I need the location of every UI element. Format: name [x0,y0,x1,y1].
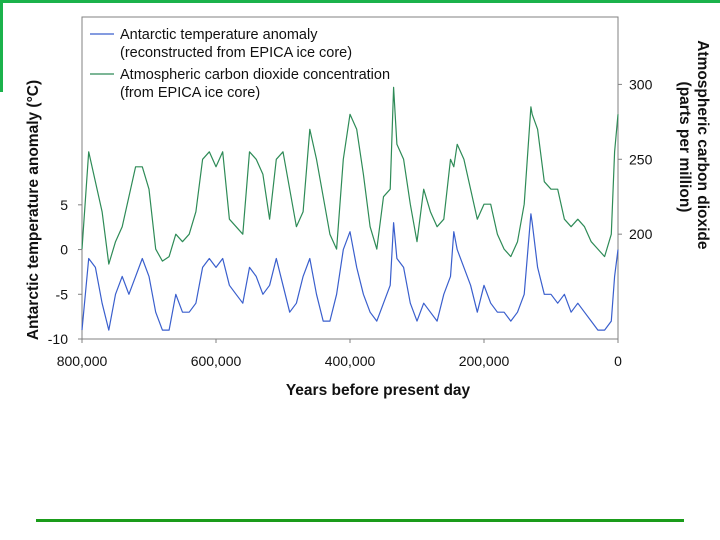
x-axis-ticks: 800,000 600,000 400,000 200,000 0 [57,339,622,369]
right-tick-label: 250 [629,151,653,167]
slide-top-accent-rule [0,0,720,3]
left-tick-label: 0 [60,242,68,258]
right-axis-title: Atmospheric carbon dioxide (parts per mi… [676,40,711,254]
right-tick-label: 300 [629,76,653,92]
temperature-series-line [81,213,619,331]
slide-left-accent-rule [0,0,3,92]
legend-temperature-sublabel: (reconstructed from EPICA ice core) [120,45,352,61]
legend-co2-sublabel: (from EPICA ice core) [120,85,260,101]
plot-area-frame [81,16,619,340]
x-tick-label: 400,000 [325,353,376,369]
right-axis-ticks: 200 250 300 [618,76,653,242]
series-layer [81,86,619,331]
left-tick-label: -10 [48,331,68,347]
slide-bottom-rule [36,519,684,522]
x-axis-title: Years before present day [286,382,471,399]
left-tick-label: -5 [56,286,69,302]
left-tick-label: 5 [60,197,68,213]
x-tick-label: 800,000 [57,353,108,369]
co2-series-line [81,86,619,265]
left-axis-title: Antarctic temperature anomaly (°C) [25,80,42,340]
legend-temperature-label: Antarctic temperature anomaly [120,27,318,43]
legend-co2-label: Atmospheric carbon dioxide concentration [120,67,390,83]
x-tick-label: 0 [614,353,622,369]
x-tick-label: 200,000 [459,353,510,369]
x-tick-label: 600,000 [191,353,242,369]
left-axis-ticks: -10 -5 0 5 [48,197,82,347]
right-tick-label: 200 [629,226,653,242]
